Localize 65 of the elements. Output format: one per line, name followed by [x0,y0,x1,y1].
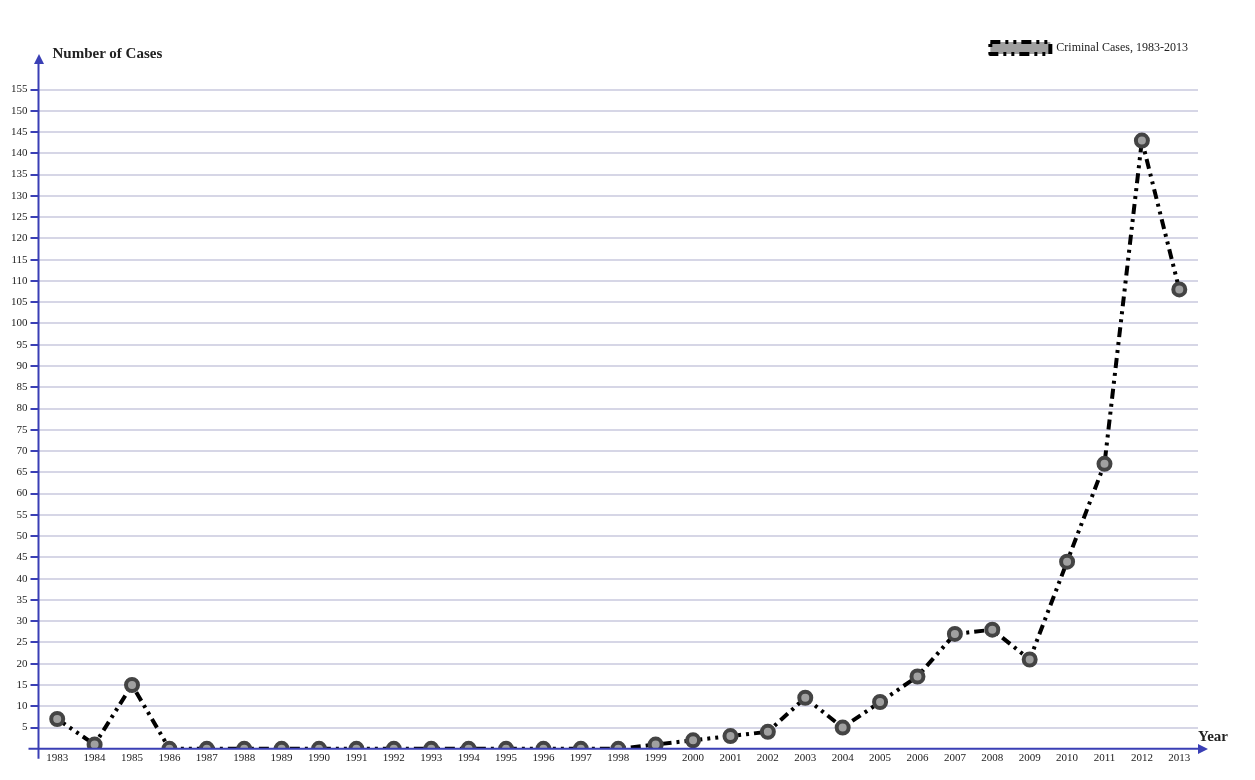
y-tick-label: 115 [11,252,28,265]
x-tick-label: 1995 [495,751,518,764]
y-tick-label: 90 [16,358,28,371]
y-tick-label: 120 [11,231,28,244]
x-tick-label: 2007 [943,751,967,764]
y-axis-title: Number of Cases [52,45,163,62]
x-tick-label: 1990 [308,751,331,764]
y-tick-label: 130 [11,188,28,201]
x-tick-label: 2013 [1168,751,1191,764]
y-tick-label: 25 [16,635,28,648]
y-tick-label: 155 [11,82,28,95]
y-tick-label: 85 [16,380,28,393]
x-tick-label: 2011 [1093,751,1116,764]
y-tick-label: 40 [16,571,28,584]
x-tick-label: 2000 [682,751,705,764]
x-tick-label: 2012 [1130,751,1153,764]
y-tick-label: 75 [16,422,28,435]
y-tick-label: 60 [16,486,28,499]
x-tick-label: 1984 [83,751,107,764]
x-tick-label: 1992 [382,751,405,764]
y-tick-label: 145 [11,124,28,137]
y-tick-label: 140 [11,146,28,159]
x-tick-label: 2004 [831,751,855,764]
y-tick-label: 30 [16,614,28,627]
x-tick-label: 2001 [719,751,742,764]
x-tick-label: 1996 [532,751,555,764]
y-tick-label: 50 [16,529,28,542]
x-tick-label: 1986 [158,751,181,764]
x-tick-label: 1993 [420,751,443,764]
x-tick-label: 2002 [756,751,779,764]
x-tick-label: 2003 [794,751,817,764]
x-tick-label: 1989 [270,751,294,764]
y-tick-label: 65 [16,465,28,478]
x-tick-label: 1988 [233,751,256,764]
y-tick-label: 45 [16,550,28,563]
y-tick-label: 55 [16,507,28,520]
y-tick-label: 125 [11,210,28,223]
x-tick-label: 1999 [644,751,668,764]
y-tick-label: 5 [22,720,28,733]
y-tick-label: 15 [16,677,28,690]
y-tick-label: 80 [16,401,28,414]
x-tick-label: 2006 [906,751,929,764]
y-tick-label: 150 [11,103,28,116]
y-tick-label: 10 [16,699,28,712]
x-tick-label: 1985 [121,751,144,764]
y-tick-label: 95 [16,337,28,350]
x-tick-label: 1997 [569,751,593,764]
x-tick-label: 1983 [46,751,69,764]
x-tick-label: 1994 [457,751,481,764]
x-tick-label: 1987 [195,751,219,764]
x-tick-label: 1998 [607,751,630,764]
y-tick-label: 70 [16,443,28,456]
y-tick-label: 135 [11,167,28,180]
legend-label: Criminal Cases, 1983-2013 [1056,40,1188,55]
x-tick-label: 2005 [869,751,892,764]
x-tick-label: 2010 [1056,751,1079,764]
x-tick-label: 2008 [981,751,1004,764]
x-tick-label: 1991 [345,751,368,764]
y-tick-label: 105 [11,295,28,308]
x-tick-label: 2009 [1018,751,1042,764]
y-tick-label: 100 [11,316,28,329]
y-tick-label: 35 [16,592,28,605]
x-axis-title: Year [1198,728,1229,745]
y-tick-label: 20 [16,656,28,669]
y-tick-label: 110 [11,273,28,286]
